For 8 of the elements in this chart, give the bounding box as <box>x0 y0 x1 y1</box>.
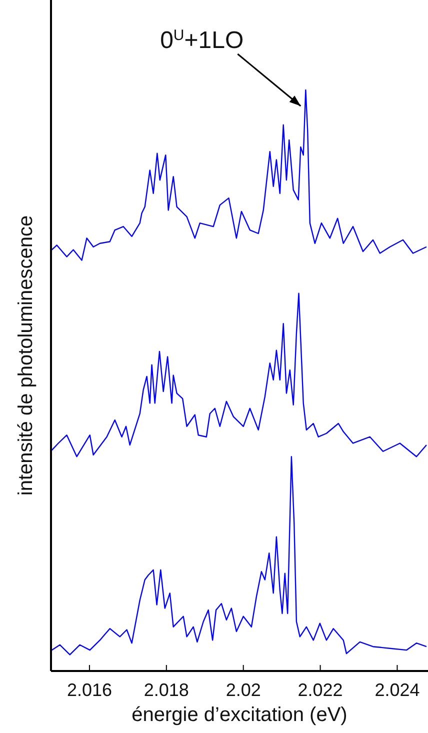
x-axis-title: énergie d’excitation (eV) <box>132 704 348 726</box>
annotation: 0$^{U}$+1LO <box>160 26 244 54</box>
x-tick-label: 2.02 <box>226 680 261 700</box>
x-tick-label: 2.016 <box>66 680 112 700</box>
x-tick-label: 2.018 <box>144 680 189 700</box>
x-tick-label: 2.024 <box>374 680 420 700</box>
x-tick-label: 2.022 <box>298 680 343 700</box>
y-axis-title: intensité de photoluminescence <box>15 215 37 496</box>
